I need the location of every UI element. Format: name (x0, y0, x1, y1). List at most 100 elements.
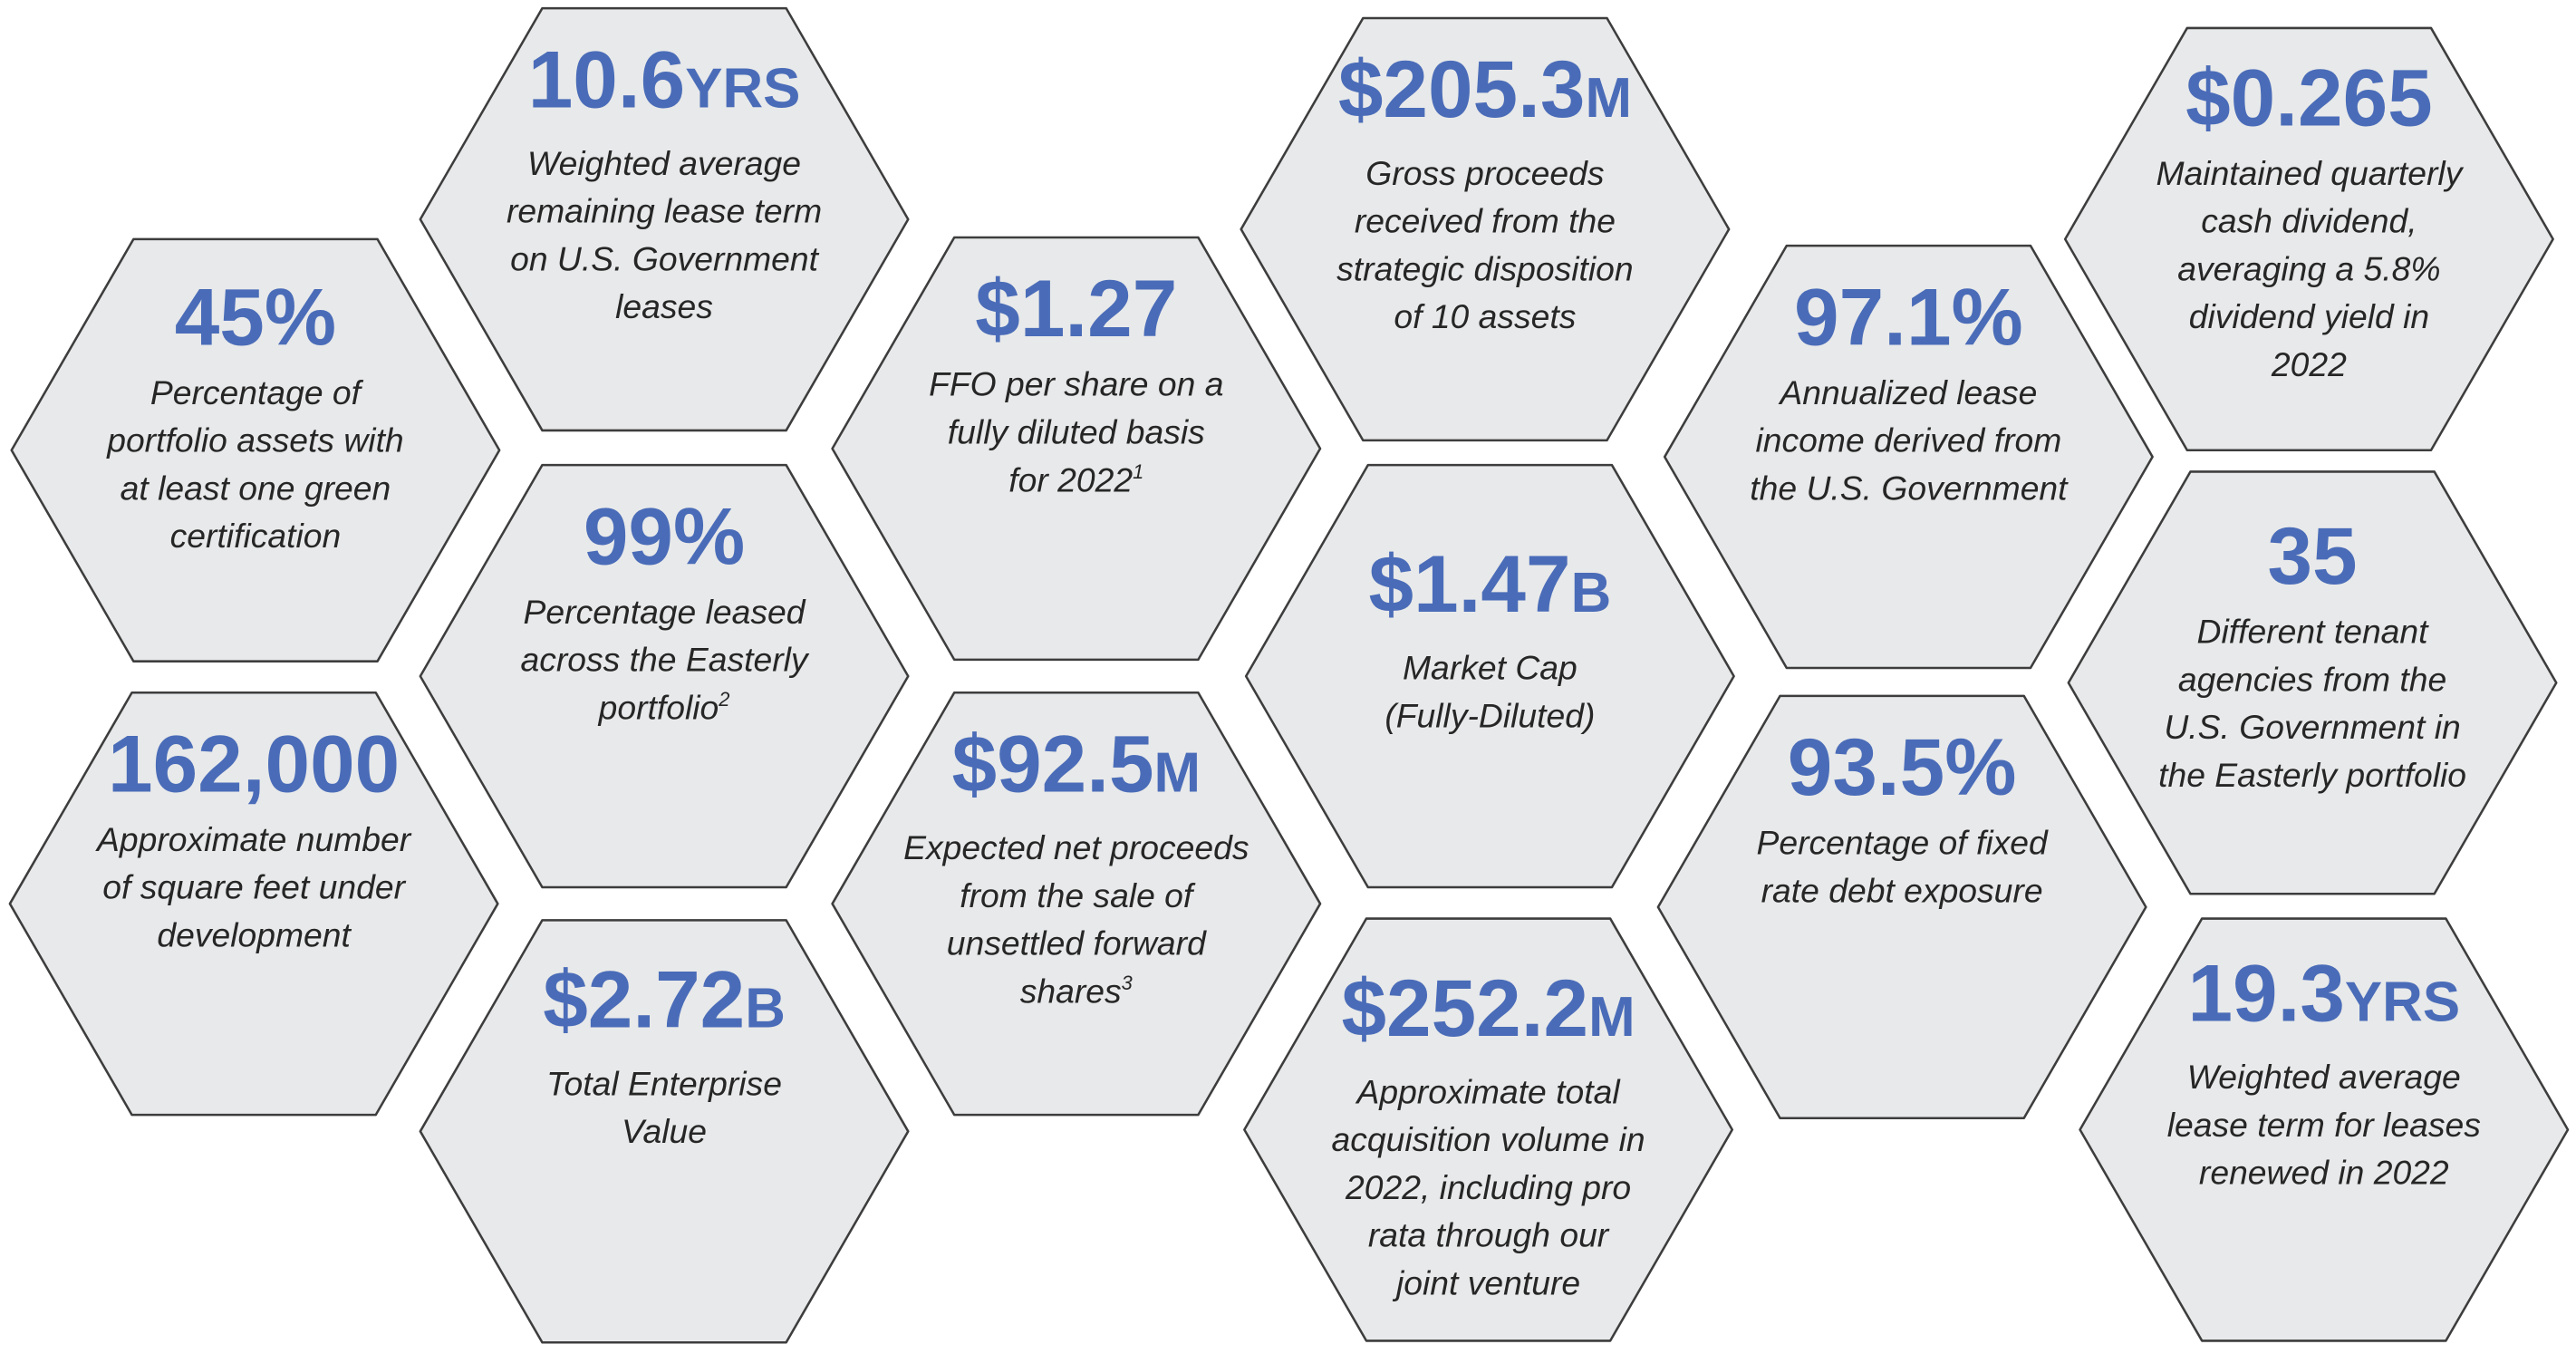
stat-value: 10.6YRS (487, 34, 843, 135)
hexagon-shape (1656, 694, 2147, 1120)
hexagon-shape (2063, 26, 2554, 452)
hexagon-shape (419, 463, 910, 889)
stat-unit: B (1570, 562, 1612, 625)
hexagon-shape (1663, 244, 2154, 670)
stat-description: Annualized lease income derived from the U… (1731, 370, 2087, 513)
stat-hexagon-205-3m: $205.3M Gross proceeds received from the st… (1240, 16, 1731, 442)
stat-description-line: Gross proceeds (1365, 155, 1605, 193)
stat-number: $2.72 (543, 956, 746, 1046)
stat-description-line: from the sale of (960, 877, 1193, 915)
stat-unit: M (1588, 986, 1635, 1049)
stat-description-line: Weighted average (527, 145, 802, 183)
stat-description-line: Percentage leased (523, 594, 806, 632)
stat-description-line: Expected net proceeds (903, 829, 1249, 868)
stat-number: 97.1% (1794, 274, 2023, 363)
stat-content: 93.5% Percentage of fixed rate debt exposu… (1724, 696, 2080, 1118)
stat-content: $252.2M Approximate total acquisition volu… (1310, 919, 1666, 1341)
hexagon-outline (831, 692, 1322, 1117)
stat-description-line: across the Easterly (520, 641, 808, 680)
stat-number: 35 (2267, 512, 2358, 603)
stat-description-line: portfolio (598, 689, 719, 728)
stat-unit: B (745, 978, 786, 1041)
stat-hexagon-252-2m: $252.2M Approximate total acquisition volu… (1243, 917, 1734, 1342)
stat-hexagon-0-265: $0.265 Maintained quarterly cash dividend,… (2063, 26, 2554, 452)
stat-description-line: (Fully-Diluted) (1384, 697, 1596, 736)
stat-description-line: received from the (1354, 202, 1616, 241)
stat-description-line: Weighted average (2186, 1059, 2461, 1098)
stat-description-line: Approximate total (1356, 1073, 1620, 1112)
hexagon-shape (1244, 463, 1735, 889)
hexagon-outline (831, 236, 1322, 662)
hexagon-shape (1240, 16, 1731, 442)
hexagon-shape (2079, 917, 2570, 1342)
footnote-marker: 1 (1133, 460, 1144, 484)
stat-description-line: the Easterly portfolio (2158, 757, 2467, 796)
hexagon-outline (2079, 917, 2570, 1342)
stat-value: $2.72B (487, 955, 843, 1056)
stat-description-line: Approximate number (97, 821, 411, 860)
stat-description-line: of 10 assets (1394, 298, 1577, 337)
hexagon-shape (2067, 470, 2558, 895)
stat-content: $0.265 Maintained quarterly cash dividend,… (2131, 28, 2487, 450)
stat-description-line: FFO per share on a (929, 365, 1224, 404)
stat-description: Market Cap (Fully-Diluted) (1312, 645, 1668, 741)
stat-description-line: for 2022 (1008, 461, 1134, 500)
stat-description-line: on U.S. Government (510, 240, 819, 279)
stat-description: Different tenant agencies from the U.S. Go… (2135, 608, 2491, 799)
stat-unit: YRS (2344, 971, 2461, 1034)
stat-hexagon-99: 99% Percentage leased across the Easterly p… (419, 463, 910, 889)
stat-content: 162,000 Approximate number of square feet … (76, 692, 432, 1115)
stat-description-line: dividend yield in (2188, 298, 2430, 337)
stat-description-line: of square feet under (102, 868, 406, 907)
stat-description-line: Annualized lease (1780, 374, 2038, 412)
stat-number: 93.5% (1787, 723, 2017, 814)
hexagon-shape (831, 236, 1322, 662)
stat-value: $0.265 (2131, 53, 2487, 145)
stat-description-line: certification (169, 517, 342, 556)
stat-description-line: joint venture (1395, 1264, 1581, 1303)
stat-description: Total Enterprise Value (487, 1060, 843, 1156)
stat-value: $1.27 (898, 264, 1254, 356)
stat-unit: YRS (685, 57, 801, 121)
stat-description-line: renewed in 2022 (2198, 1154, 2449, 1193)
stat-description: Percentage leased across the Easterly port… (487, 589, 843, 732)
stat-number: 99% (583, 493, 746, 583)
footnote-marker: 2 (719, 688, 730, 711)
stat-description-line: acquisition volume in (1331, 1121, 1645, 1160)
stat-description-line: rata through our (1367, 1216, 1609, 1255)
hexagon-shape (419, 6, 910, 432)
stat-content: $1.47B Market Cap (Fully-Diluted) (1312, 465, 1668, 887)
hexagon-outline (419, 919, 910, 1344)
stat-number: 45% (174, 274, 337, 363)
stat-description-line: leases (615, 288, 713, 327)
stat-value: $1.47B (1312, 539, 1668, 640)
stat-description: Percentage of portfolio assets with at lea… (77, 370, 433, 561)
stat-description: Maintained quarterly cash dividend, averag… (2131, 150, 2487, 390)
stat-description-line: the U.S. Government (1750, 469, 2068, 508)
hexagon-shape (831, 692, 1322, 1117)
stat-value: 99% (487, 491, 843, 584)
stat-number: $1.47 (1368, 540, 1571, 631)
stat-content: 99% Percentage leased across the Easterly p… (487, 465, 843, 887)
stat-hexagon-162-000: 162,000 Approximate number of square feet … (8, 692, 499, 1117)
stat-number: 10.6 (527, 36, 686, 126)
hexagon-shape (10, 237, 501, 662)
stat-number: $252.2 (1341, 964, 1589, 1054)
stat-description-line: at least one green (120, 469, 391, 508)
stat-description-line: cash dividend, (2201, 202, 2417, 241)
stat-number: $1.27 (975, 265, 1178, 355)
stat-description: Gross proceeds received from the strategic… (1307, 150, 1663, 342)
stat-description-line: 2022, including pro (1345, 1169, 1632, 1208)
stat-hexagon-97-1: 97.1% Annualized lease income derived from… (1663, 244, 2154, 670)
stat-description-line: Different tenant (2196, 613, 2428, 652)
stat-value: 35 (2135, 511, 2491, 604)
stat-value: $205.3M (1307, 44, 1663, 145)
stat-content: 97.1% Annualized lease income derived from… (1731, 246, 2087, 668)
stat-hexagon-92-5m: $92.5M Expected net proceeds from the sale… (831, 692, 1322, 1117)
stat-description-line: Percentage of (150, 374, 362, 412)
stat-hexagon-1-47b: $1.47B Market Cap (Fully-Diluted) (1244, 463, 1735, 889)
hexagon-outline (1243, 917, 1734, 1342)
stat-description-line: unsettled forward (946, 924, 1206, 963)
stat-description-line: Total Enterprise (546, 1065, 782, 1104)
stat-content: $205.3M Gross proceeds received from the st… (1307, 18, 1663, 440)
